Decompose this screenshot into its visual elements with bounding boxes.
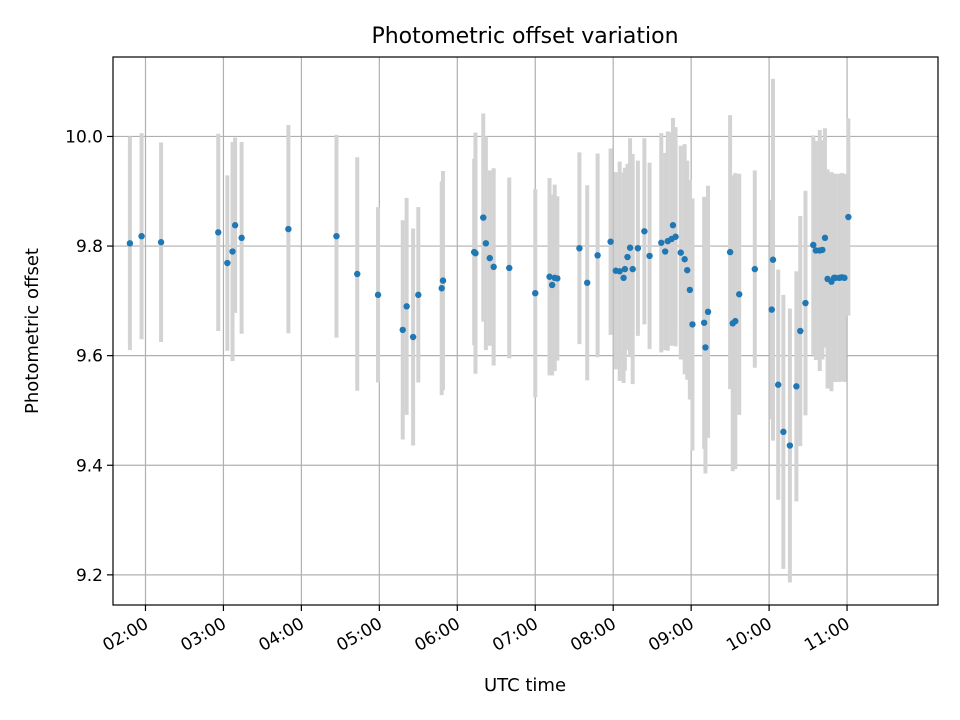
y-axis-ticks: 9.2 9.4 9.6 9.8 10.0	[65, 127, 113, 586]
data-point	[732, 317, 739, 325]
data-point	[229, 248, 236, 255]
data-point	[138, 232, 145, 240]
data-point	[490, 263, 497, 271]
data-point	[641, 228, 648, 235]
data-point	[700, 319, 708, 326]
data-point	[438, 285, 445, 292]
data-point	[415, 291, 422, 299]
data-point	[594, 252, 601, 259]
data-point	[482, 240, 490, 247]
data-point	[689, 321, 696, 328]
data-point	[620, 274, 627, 282]
data-point	[409, 333, 417, 341]
data-point	[238, 234, 245, 242]
data-point	[439, 277, 447, 284]
data-point	[399, 326, 406, 334]
y-tick-label: 9.8	[76, 237, 103, 257]
data-point	[686, 286, 694, 294]
data-point	[546, 273, 553, 280]
data-point	[704, 308, 712, 316]
data-point	[285, 225, 292, 233]
data-point	[797, 327, 804, 335]
data-point	[624, 253, 631, 261]
data-point	[751, 265, 759, 273]
grid	[113, 57, 938, 605]
y-tick-label: 9.2	[76, 566, 103, 586]
plot-frame	[112, 56, 939, 606]
data-point	[726, 248, 734, 256]
y-tick-label: 9.4	[76, 456, 103, 476]
data-point	[672, 233, 679, 240]
data-point	[841, 274, 848, 282]
data-point	[646, 252, 653, 260]
data-point	[506, 264, 513, 272]
data-point	[821, 234, 829, 242]
data-point	[354, 270, 361, 278]
data-point	[669, 222, 677, 229]
data-point	[532, 289, 539, 297]
data-point	[480, 214, 487, 221]
x-axis-label: UTC time	[484, 675, 566, 696]
data-point	[224, 259, 231, 267]
data-point	[472, 249, 479, 257]
data-point	[126, 240, 134, 247]
data-point	[658, 239, 665, 246]
data-point	[215, 229, 222, 236]
data-point	[684, 266, 691, 274]
data-point	[802, 299, 809, 307]
data-point	[374, 291, 382, 299]
data-point	[231, 222, 239, 229]
data-point	[548, 281, 556, 289]
data-point	[793, 383, 800, 390]
data-point	[819, 246, 826, 254]
y-tick-label: 9.6	[76, 347, 103, 367]
data-point	[626, 244, 634, 251]
y-axis-label: Photometric offset	[22, 248, 43, 414]
data-point	[774, 381, 782, 388]
data-point	[786, 442, 794, 449]
data-point	[576, 245, 583, 252]
data-point	[333, 232, 340, 240]
data-point	[621, 265, 629, 273]
data-point	[810, 241, 817, 249]
data-points	[126, 213, 852, 449]
data-point	[607, 238, 614, 245]
data-point	[661, 248, 669, 255]
data-point	[584, 279, 591, 286]
data-point	[736, 291, 743, 298]
data-point	[768, 306, 775, 313]
y-tick-label: 10.0	[65, 127, 103, 147]
data-point	[681, 256, 688, 263]
data-point	[157, 239, 165, 246]
chart-title: Photometric offset variation	[371, 24, 678, 49]
data-point	[403, 303, 410, 310]
data-point	[554, 275, 561, 282]
data-point	[780, 428, 787, 436]
data-point	[634, 245, 642, 252]
data-point	[845, 213, 852, 221]
data-point	[702, 344, 709, 351]
data-point	[769, 256, 777, 263]
data-point	[677, 249, 684, 256]
data-point	[629, 265, 636, 273]
data-point	[486, 254, 493, 262]
data-point	[616, 268, 623, 275]
